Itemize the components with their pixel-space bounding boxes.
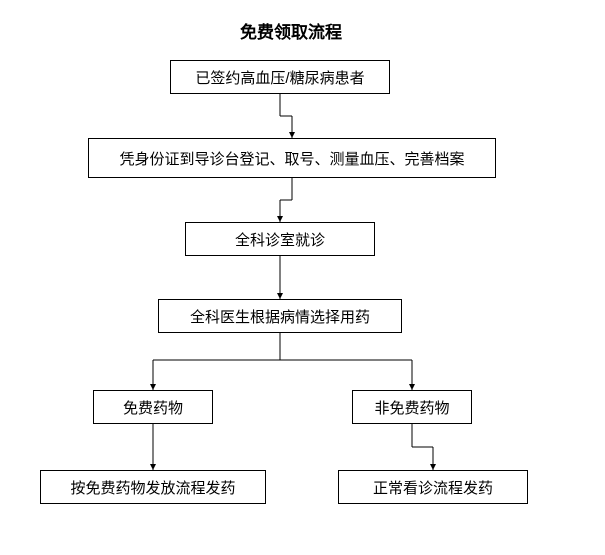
flow-node-n3: 全科诊室就诊 [185,222,375,256]
flowchart-canvas: 免费领取流程 已签约高血压/糖尿病患者凭身份证到导诊台登记、取号、测量血压、完善… [0,0,605,555]
flow-node-n5: 免费药物 [93,390,213,424]
flow-node-n4: 全科医生根据病情选择用药 [158,299,402,333]
flow-node-n7: 按免费药物发放流程发药 [40,470,266,504]
flow-node-n2: 凭身份证到导诊台登记、取号、测量血压、完善档案 [88,138,496,178]
flow-node-n8: 正常看诊流程发药 [338,470,528,504]
flow-node-n6: 非免费药物 [352,390,472,424]
page-title: 免费领取流程 [240,18,342,43]
flow-node-n1: 已签约高血压/糖尿病患者 [170,60,390,94]
